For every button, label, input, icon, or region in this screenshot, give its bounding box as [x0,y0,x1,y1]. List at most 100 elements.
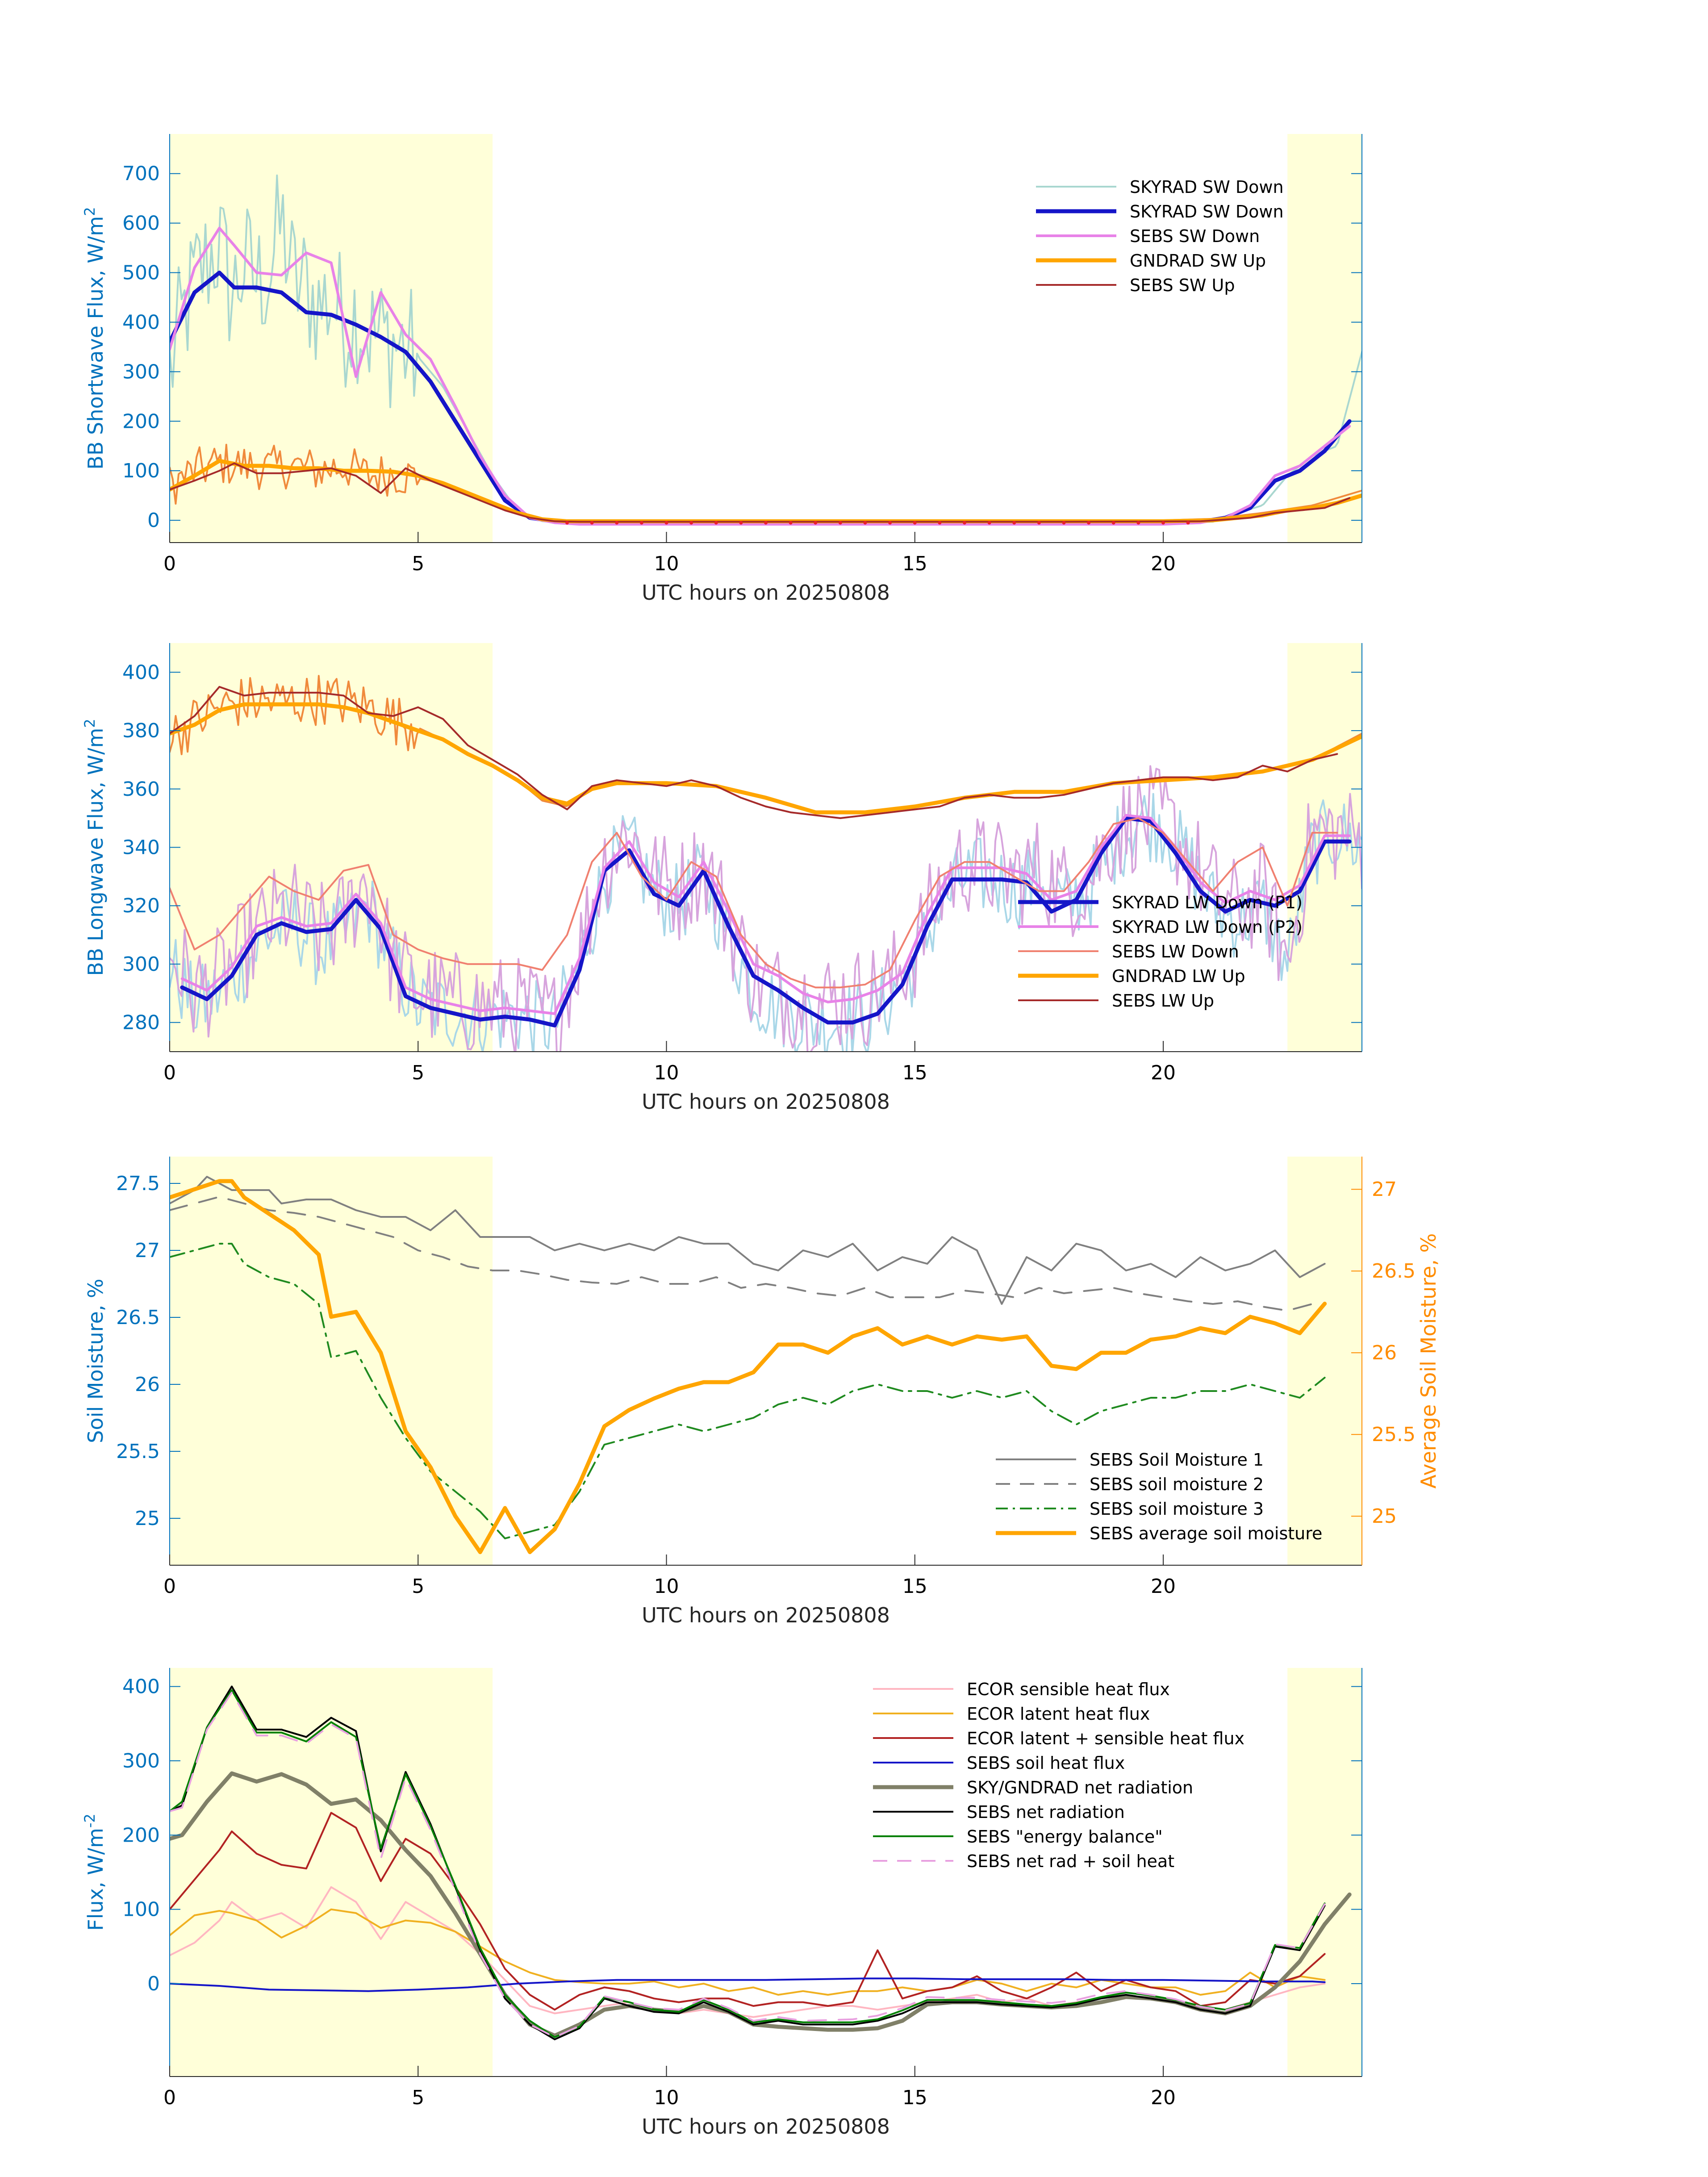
longwave-y-tick-label: 400 [122,661,160,684]
longwave-y-tick-label: 320 [122,894,160,917]
soil-day-shade-0 [170,1157,493,1565]
shortwave-marker [664,521,668,525]
flux-day-shade-1 [1287,1668,1362,2077]
soil-x-tick-label: 5 [412,1575,424,1598]
shortwave-y-label: BB Shortwave Flux, W/m2 [81,207,108,469]
shortwave-marker [938,521,942,525]
longwave-y-label: BB Longwave Flux, W/m2 [81,719,108,976]
shortwave-series-5 [170,462,1351,523]
soil-x-tick-label: 10 [654,1575,679,1598]
flux-x-label: UTC hours on 20250808 [642,2114,890,2139]
longwave-legend: SKYRAD LW Down (P1) SKYRAD LW Down (P2) SE… [1018,893,1303,1011]
soil-series-1 [170,1196,1313,1312]
soil-plot-area [170,1176,1327,1554]
shortwave-marker [714,521,718,525]
longwave-x-tick-label: 0 [163,1061,176,1084]
shortwave-marker [1136,521,1140,525]
flux-series-2 [170,1812,1326,2011]
soil-day-shade-1 [1287,1157,1362,1565]
shortwave-x-tick-label: 20 [1151,552,1176,575]
shortwave-marker [689,521,693,525]
longwave-y-tick-label: 340 [122,836,160,859]
longwave-legend-label: SEBS LW Up [1112,991,1214,1011]
shortwave-x-tick-label: 15 [902,552,927,575]
shortwave-legend-label: SEBS SW Up [1130,276,1235,295]
shortwave-marker [615,521,619,525]
flux-y-tick-label: 300 [122,1750,160,1772]
soil-series-3 [170,1179,1327,1554]
flux-x-tick-label: 10 [654,2086,679,2109]
shortwave-y-tick-label: 300 [122,360,160,383]
soil-y-label: Soil Moisture, % [84,1279,108,1443]
shortwave-marker [565,521,569,525]
shortwave-marker [1087,521,1091,525]
soil-y-tick-label-right: 26.5 [1372,1260,1416,1283]
shortwave-x-tick-label: 0 [163,552,176,575]
longwave-day-shade-1 [1287,643,1362,1052]
flux-legend-label: ECOR latent + sensible heat flux [967,1729,1244,1748]
soil-legend-label: SEBS average soil moisture [1090,1524,1322,1543]
shortwave-marker [913,521,917,525]
shortwave-marker [764,521,768,525]
longwave-x-tick-label: 5 [412,1061,424,1084]
flux-legend-label: SKY/GNDRAD net radiation [967,1778,1193,1797]
longwave-series-6 [170,702,1362,815]
soil-legend-label: SEBS Soil Moisture 1 [1090,1450,1264,1470]
longwave-x-label: UTC hours on 20250808 [642,1090,890,1114]
shortwave-series-4 [170,459,1362,523]
longwave-y-tick-label: 360 [122,778,160,801]
flux-series-1 [170,1908,1326,1996]
shortwave-marker [814,521,818,525]
flux-legend: ECOR sensible heat flux ECOR latent heat … [873,1680,1244,1871]
flux-day-shade-0 [170,1668,493,2077]
longwave-x-tick-label: 10 [654,1061,679,1084]
shortwave-marker [1062,521,1066,525]
shortwave-marker [1111,521,1115,525]
longwave-series-2 [180,816,1352,1028]
shortwave-y-tick-label: 200 [122,410,160,433]
soil-legend-label: SEBS soil moisture 3 [1090,1499,1264,1519]
shortwave-marker [739,521,743,525]
longwave-series-7 [170,686,1338,819]
soil-y-tick-label: 27 [135,1239,160,1262]
flux-series-5 [170,1685,1326,2040]
longwave-panel: 0 5 10 15 20 280 300 320 340 360 380 400 UTC hours o… [81,643,1362,1114]
shortwave-marker [987,521,991,525]
longwave-series-4 [170,817,1338,989]
longwave-y-tick-label: 300 [122,953,160,976]
longwave-legend-label: SEBS LW Down [1112,942,1239,961]
shortwave-marker [1186,521,1190,525]
flux-y-label: Flux, W/m-2 [81,1813,108,1931]
flux-y-tick-label: 400 [122,1676,160,1698]
shortwave-marker [639,521,643,525]
longwave-x-tick-label: 15 [902,1061,927,1084]
soil-y-label-right: Average Soil Moisture, % [1416,1233,1441,1489]
shortwave-x-tick-label: 5 [412,552,424,575]
flux-x-tick-label: 5 [412,2086,424,2109]
soil-y-tick-label: 27.5 [116,1172,160,1195]
soil-y-tick-label-right: 25.5 [1372,1423,1416,1446]
shortwave-marker [789,521,793,525]
shortwave-marker [1037,521,1041,525]
soil-y-tick-label-right: 25 [1372,1505,1397,1528]
shortwave-day-shade-0 [170,134,493,543]
soil-y-tick-label: 26 [135,1373,160,1396]
soil-y-tick-label: 25.5 [116,1440,160,1463]
soil-series-2 [170,1243,1326,1539]
soil-series-0 [170,1176,1326,1305]
flux-y-tick-label: 100 [122,1898,160,1921]
shortwave-y-tick-label: 600 [122,212,160,235]
shortwave-y-tick-label: 700 [122,163,160,185]
flux-series-6 [170,1689,1326,2038]
flux-x-tick-label: 15 [902,2086,927,2109]
shortwave-legend-label: SEBS SW Down [1130,226,1260,246]
longwave-legend-label: GNDRAD LW Up [1112,966,1245,986]
longwave-y-tick-label: 380 [122,719,160,742]
shortwave-y-tick-label: 400 [122,311,160,334]
longwave-x-tick-label: 20 [1151,1061,1176,1084]
longwave-series-0 [170,793,1362,1052]
flux-legend-label: SEBS net rad + soil heat [967,1851,1174,1871]
